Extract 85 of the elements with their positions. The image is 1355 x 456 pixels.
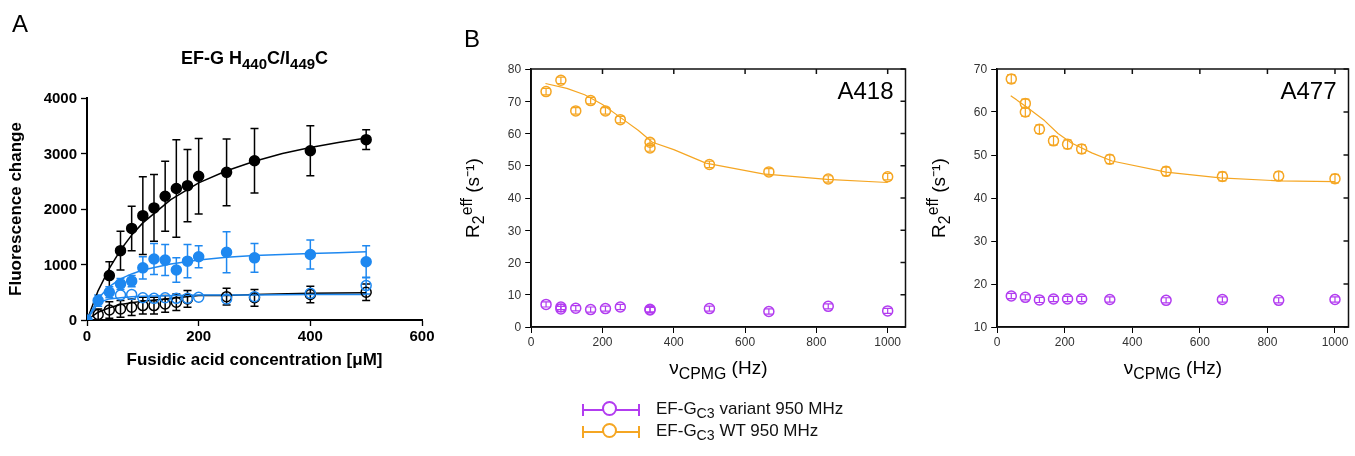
y-axis-title: Fluorescence change — [5, 122, 26, 296]
x-axis-title: Fusidic acid concentration [μM] — [126, 350, 383, 370]
chart-title: A418 — [837, 77, 894, 105]
x-tick-label: 400 — [297, 327, 323, 345]
point — [125, 301, 138, 313]
y-tick-label: 10 — [507, 288, 522, 303]
y-tick-label: 10 — [973, 320, 988, 335]
point — [360, 286, 372, 298]
point — [125, 222, 138, 235]
point — [103, 304, 116, 316]
point — [114, 244, 127, 257]
y-tick-label: 50 — [507, 159, 522, 174]
x-tick-label: 600 — [1189, 335, 1211, 349]
point — [159, 190, 171, 202]
y-tick-label: 30 — [507, 223, 522, 238]
point — [360, 133, 372, 146]
x-tick-label: 600 — [409, 327, 435, 345]
point — [114, 289, 127, 301]
point — [360, 255, 372, 268]
x-tick-label: 400 — [663, 335, 685, 349]
x-tick-label: 1000 — [874, 335, 902, 349]
point — [192, 170, 205, 183]
y-tick-label: 60 — [507, 126, 522, 141]
point — [170, 264, 183, 276]
x-axis-title: ν$_{CPMG}$ (Hz) — [669, 357, 768, 383]
y-tick-label: 1000 — [43, 255, 77, 273]
point — [644, 142, 656, 154]
legend-label: EF-G$_{C3}$ WT 950 MHz — [656, 420, 819, 444]
x-tick-label: 200 — [592, 335, 613, 349]
y-tick-label: 20 — [973, 277, 988, 292]
point — [181, 179, 194, 192]
point — [148, 253, 160, 265]
point — [192, 291, 205, 303]
point — [137, 262, 149, 274]
point — [159, 292, 171, 304]
y-tick-label: 3000 — [43, 144, 77, 162]
x-tick-label: 200 — [186, 327, 212, 345]
y-tick-label: 20 — [507, 255, 522, 270]
point — [170, 182, 183, 195]
point — [125, 288, 138, 301]
point — [170, 296, 183, 308]
y-tick-label: 80 — [507, 62, 522, 77]
y-tick-label: 30 — [973, 234, 988, 249]
chart-title: A477 — [1280, 77, 1337, 105]
point — [137, 292, 149, 304]
y-tick-label: 0 — [68, 311, 77, 329]
point — [220, 166, 233, 179]
y-tick-label: 70 — [507, 94, 522, 109]
x-axis-title: ν$_{CPMG}$ (Hz) — [1123, 357, 1222, 383]
point — [192, 250, 205, 263]
y-tick-label: 60 — [973, 105, 988, 120]
chart-title: EF-G H$_{440}$C/I$_{449}$C — [181, 48, 329, 72]
x-tick-label: 0 — [82, 327, 92, 345]
x-tick-label: 800 — [1257, 335, 1278, 349]
point — [137, 209, 149, 222]
x-tick-label: 1000 — [1321, 335, 1349, 349]
point — [103, 269, 116, 282]
point — [304, 144, 317, 157]
x-tick-label: 0 — [527, 335, 535, 349]
point — [1019, 106, 1032, 118]
x-tick-label: 0 — [993, 335, 1001, 349]
x-tick-label: 400 — [1122, 335, 1143, 349]
point — [148, 292, 160, 305]
text: B — [464, 25, 481, 53]
point — [170, 292, 183, 305]
y-tick-label: 4000 — [43, 89, 77, 107]
x-tick-label: 800 — [806, 335, 827, 349]
x-tick-label: 600 — [735, 335, 756, 349]
point — [159, 254, 171, 266]
y-tick-label: 40 — [973, 191, 988, 206]
point — [220, 246, 233, 259]
text: A — [12, 10, 29, 38]
point — [248, 252, 261, 264]
point — [114, 303, 127, 315]
point — [148, 202, 160, 214]
y-tick-label: 50 — [973, 148, 988, 163]
point — [181, 255, 194, 267]
y-tick-label: 70 — [973, 62, 988, 77]
point — [304, 248, 317, 261]
y-tick-label: 2000 — [43, 200, 77, 218]
y-tick-label: 40 — [507, 191, 522, 206]
point — [248, 154, 261, 167]
point — [159, 298, 171, 310]
legend-label: EF-G$_{C3}$ variant 950 MHz — [656, 398, 844, 422]
x-tick-label: 200 — [1054, 335, 1076, 349]
